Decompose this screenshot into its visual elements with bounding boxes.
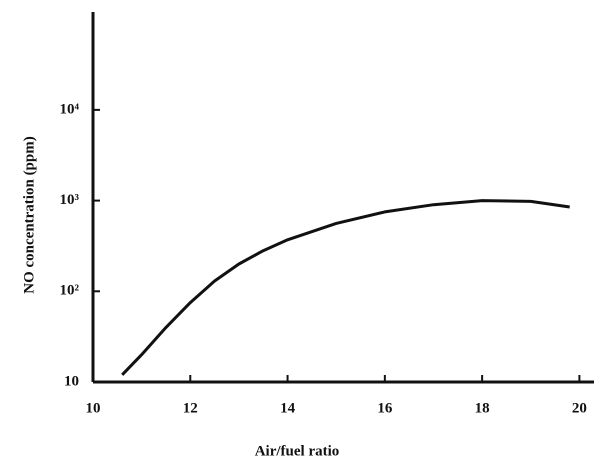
line [122,201,570,375]
chart: Air/fuel ratio NO concentration (ppm) 10… [0,0,594,465]
x-tick-label: 16 [377,400,393,416]
x-tick-label: 12 [183,400,198,416]
y-tick-label: 10³ [60,192,80,208]
x-tick-label: 18 [475,400,490,416]
x-tick-label: 20 [572,400,587,416]
y-tick-label: 10⁴ [60,101,80,117]
y-axis-label: NO concentration (ppm) [21,136,37,294]
x-axis-label: Air/fuel ratio [255,443,340,459]
x-tick-label: 10 [86,400,101,416]
x-tick-label: 14 [280,400,296,416]
y-tick-label: 10² [60,283,80,299]
page: Air/fuel ratio NO concentration (ppm) 10… [0,0,594,465]
y-tick-label: 10 [64,373,79,389]
